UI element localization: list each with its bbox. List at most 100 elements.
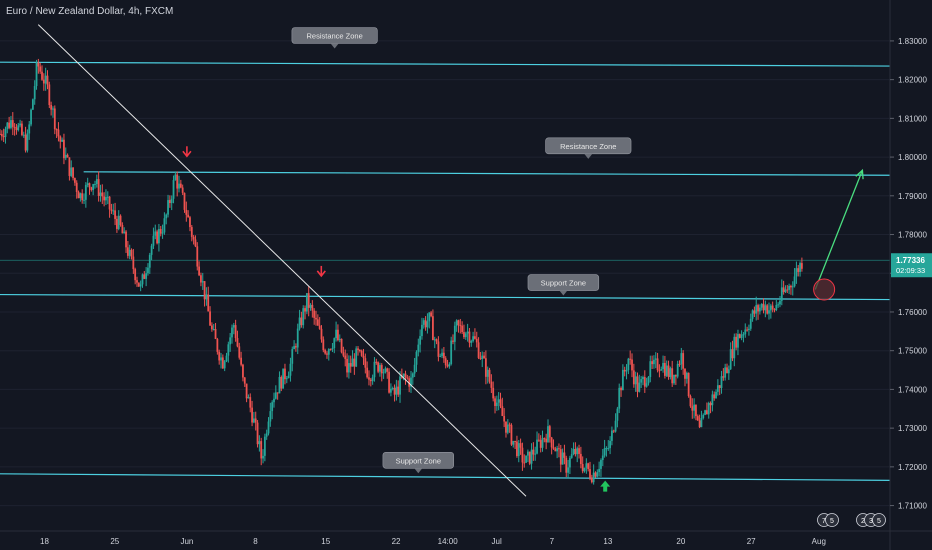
candle-body: [196, 246, 199, 267]
candle-body: [674, 374, 677, 377]
candle-body: [561, 452, 564, 465]
candle-body: [700, 418, 703, 428]
candle-body: [620, 387, 622, 391]
candle-body: [391, 387, 394, 389]
candle-body: [576, 448, 579, 455]
candle-body: [444, 358, 447, 366]
candle-body: [684, 368, 686, 379]
x-tick-label: 8: [253, 537, 258, 546]
candle-body: [589, 469, 591, 478]
candle-body: [494, 398, 496, 406]
candle-body: [495, 402, 498, 406]
candle-body: [718, 385, 721, 388]
candle-body: [733, 336, 736, 359]
candle-body: [260, 441, 263, 459]
candle-body: [4, 129, 7, 137]
candle-body: [563, 452, 566, 458]
zone-lines-layer: [0, 61, 891, 482]
candle-body: [784, 289, 787, 293]
candle-body: [229, 337, 232, 345]
candle-body: [105, 197, 107, 201]
candle-body: [702, 414, 705, 419]
candle-body: [50, 105, 53, 110]
candle-body: [94, 184, 96, 186]
candle-body: [123, 231, 126, 234]
candle-body: [678, 363, 681, 365]
candle-body: [760, 303, 763, 308]
y-tick-label: 1.75000: [898, 347, 927, 356]
candle-body: [298, 317, 301, 329]
candle-body: [28, 124, 31, 134]
up-arrow-icon: [600, 480, 611, 492]
candle-body: [158, 228, 160, 244]
candle-body: [6, 122, 9, 130]
candle-body: [727, 369, 730, 374]
zone-callout: Resistance Zone: [291, 27, 378, 49]
candle-body: [793, 276, 796, 287]
candle-body: [55, 129, 58, 131]
candle-body: [715, 391, 717, 399]
candle-body: [484, 358, 487, 377]
candle-body: [163, 218, 166, 233]
candle-body: [479, 357, 482, 359]
candle-body: [212, 329, 215, 331]
candle-body: [585, 463, 588, 468]
candle-body: [139, 284, 142, 287]
candle-body: [90, 187, 93, 191]
candle-body: [271, 402, 274, 412]
candle-body: [349, 363, 352, 367]
candle-body: [201, 281, 204, 283]
candle-body: [236, 338, 239, 347]
candle-body: [587, 463, 590, 470]
candle-body: [649, 361, 652, 378]
candle-body: [552, 447, 555, 449]
candle-body: [304, 308, 306, 312]
candle-body: [709, 402, 712, 406]
candle-body: [10, 120, 12, 128]
candle-body: [556, 448, 559, 452]
candle-body: [766, 305, 769, 314]
candle-body: [364, 358, 367, 368]
candle-body: [81, 193, 84, 201]
candle-body: [516, 441, 518, 457]
x-tick-label: 14:00: [438, 537, 459, 546]
candle-body: [243, 377, 246, 384]
candle-body: [121, 224, 124, 234]
candle-body: [198, 266, 201, 276]
candle-body: [205, 294, 208, 300]
candle-body: [254, 418, 257, 423]
candle-body: [735, 336, 738, 348]
candle-body: [592, 472, 595, 483]
zone-callout-label: Resistance Zone: [560, 142, 616, 151]
candle-body: [329, 349, 332, 351]
candle-body: [607, 448, 610, 450]
candle-body: [457, 320, 460, 326]
candle-body: [379, 365, 381, 372]
candle-body: [572, 449, 575, 455]
event-badge-count: 3: [869, 518, 873, 525]
candle-body: [33, 86, 36, 100]
candle-body: [22, 134, 25, 136]
candle-body: [534, 453, 537, 455]
candle-body: [11, 120, 14, 127]
candle-body: [338, 338, 341, 341]
candle-body: [665, 365, 668, 376]
candle-body: [474, 336, 476, 339]
candle-body: [565, 457, 568, 473]
candle-body: [190, 227, 193, 237]
candle-body: [645, 383, 648, 387]
candle-body: [346, 358, 348, 373]
candle-body: [0, 134, 3, 137]
candle-body: [691, 406, 694, 411]
x-tick-label: 20: [676, 537, 685, 546]
candle-body: [426, 321, 429, 328]
candle-body: [66, 154, 69, 158]
candle-body: [506, 424, 509, 433]
overlay-layer: Resistance Zone Resistance Zone Support Zo…: [37, 24, 886, 527]
candle-body: [357, 348, 359, 350]
candle-body: [263, 436, 266, 456]
candle-body: [461, 325, 464, 333]
